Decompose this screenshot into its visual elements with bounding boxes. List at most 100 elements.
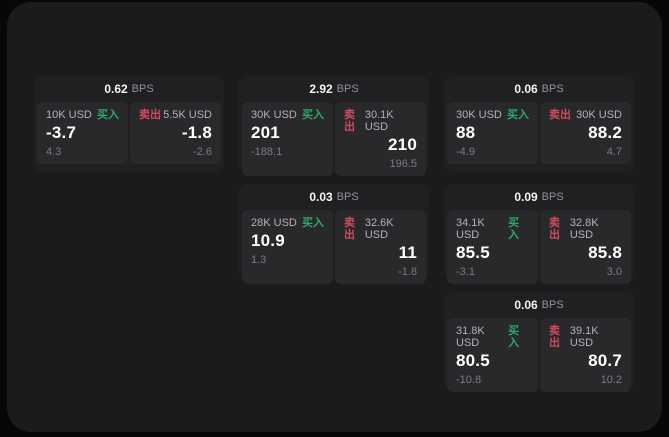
price-card: 0.06 BPS 30K USD 买入 88 -4.9 卖出 30K USD 8… bbox=[444, 76, 634, 172]
card-body: 28K USD 买入 10.9 1.3 卖出 32.6K USD 11 -1.8 bbox=[239, 210, 429, 292]
buy-delta: 1.3 bbox=[251, 254, 267, 266]
buy-delta: 4.3 bbox=[46, 146, 62, 158]
bps-value: 0.03 bbox=[309, 190, 333, 204]
buy-button[interactable]: 买入 bbox=[97, 109, 119, 121]
buy-panel[interactable]: 31.8K USD 买入 80.5 -10.8 bbox=[447, 318, 538, 392]
buy-amount-label: 31.8K USD bbox=[456, 325, 485, 349]
bps-unit-label: BPS bbox=[541, 191, 564, 203]
price-card: 0.03 BPS 28K USD 买入 10.9 1.3 卖出 32.6K US… bbox=[239, 184, 429, 284]
bps-value: 2.92 bbox=[309, 82, 333, 96]
card-body: 30K USD 买入 201 -188.1 卖出 30.1K USD 210 1… bbox=[239, 102, 429, 184]
sell-panel-top: 卖出 5.5K USD bbox=[139, 109, 212, 121]
sell-price: 80.7 bbox=[588, 351, 622, 370]
buy-price: 85.5 bbox=[456, 243, 490, 262]
sell-panel-top: 卖出 30.1K USD bbox=[344, 109, 417, 133]
buy-delta: -188.1 bbox=[251, 146, 283, 158]
buy-button[interactable]: 买入 bbox=[508, 217, 520, 241]
bps-unit-label: BPS bbox=[541, 83, 564, 95]
sell-panel[interactable]: 卖出 32.8K USD 85.8 3.0 bbox=[540, 210, 631, 284]
sell-delta: -2.6 bbox=[193, 146, 212, 158]
sell-delta: -1.8 bbox=[398, 266, 417, 278]
sell-delta: 10.2 bbox=[600, 374, 622, 386]
sell-button[interactable]: 卖出 bbox=[344, 217, 355, 241]
buy-delta: -10.8 bbox=[456, 374, 482, 386]
sell-button[interactable]: 卖出 bbox=[549, 217, 560, 241]
sell-price: 88.2 bbox=[588, 123, 622, 142]
sell-amount-label: 30K USD bbox=[576, 109, 622, 121]
card-body: 34.1K USD 买入 85.5 -3.1 卖出 32.8K USD 85.8… bbox=[444, 210, 634, 292]
sell-panel[interactable]: 卖出 32.6K USD 11 -1.8 bbox=[335, 210, 426, 284]
bps-value: 0.06 bbox=[514, 82, 538, 96]
buy-delta: -3.1 bbox=[456, 266, 475, 278]
buy-delta: -4.9 bbox=[456, 146, 475, 158]
buy-panel-top: 30K USD 买入 bbox=[251, 109, 324, 121]
buy-price: 201 bbox=[251, 123, 280, 142]
trading-window: 0.62 BPS 10K USD 买入 -3.7 4.3 卖出 5.5K USD… bbox=[7, 2, 662, 432]
price-card: 2.92 BPS 30K USD 买入 201 -188.1 卖出 30.1K … bbox=[239, 76, 429, 176]
sell-amount-label: 5.5K USD bbox=[163, 109, 212, 121]
buy-panel-top: 10K USD 买入 bbox=[46, 109, 119, 121]
sell-button[interactable]: 卖出 bbox=[549, 325, 560, 349]
price-card: 0.09 BPS 34.1K USD 买入 85.5 -3.1 卖出 32.8K… bbox=[444, 184, 634, 284]
bps-header: 0.03 BPS bbox=[239, 184, 429, 210]
sell-panel[interactable]: 卖出 30.1K USD 210 196.5 bbox=[335, 102, 426, 176]
buy-panel[interactable]: 30K USD 买入 88 -4.9 bbox=[447, 102, 538, 164]
buy-button[interactable]: 买入 bbox=[508, 325, 520, 349]
card-body: 30K USD 买入 88 -4.9 卖出 30K USD 88.2 4.7 bbox=[444, 102, 634, 172]
buy-amount-label: 30K USD bbox=[456, 109, 502, 121]
bps-header: 0.06 BPS bbox=[444, 292, 634, 318]
buy-panel[interactable]: 34.1K USD 买入 85.5 -3.1 bbox=[447, 210, 538, 284]
bps-value: 0.06 bbox=[514, 298, 538, 312]
buy-panel[interactable]: 28K USD 买入 10.9 1.3 bbox=[242, 210, 333, 284]
buy-price: 10.9 bbox=[251, 231, 285, 250]
buy-button[interactable]: 买入 bbox=[507, 109, 529, 121]
sell-delta: 196.5 bbox=[389, 158, 417, 170]
buy-amount-label: 34.1K USD bbox=[456, 217, 485, 241]
sell-delta: 3.0 bbox=[606, 266, 622, 278]
buy-price: 88 bbox=[456, 123, 476, 142]
card-body: 31.8K USD 买入 80.5 -10.8 卖出 39.1K USD 80.… bbox=[444, 318, 634, 400]
sell-panel[interactable]: 卖出 5.5K USD -1.8 -2.6 bbox=[130, 102, 221, 164]
buy-amount-label: 28K USD bbox=[251, 217, 297, 229]
sell-amount-label: 30.1K USD bbox=[364, 109, 394, 133]
buy-panel-top: 28K USD 买入 bbox=[251, 217, 324, 229]
buy-panel[interactable]: 10K USD 买入 -3.7 4.3 bbox=[37, 102, 128, 164]
bps-header: 0.09 BPS bbox=[444, 184, 634, 210]
sell-price: 11 bbox=[398, 243, 417, 262]
card-body: 10K USD 买入 -3.7 4.3 卖出 5.5K USD -1.8 -2.… bbox=[34, 102, 224, 172]
sell-price: 210 bbox=[388, 135, 417, 154]
sell-amount-label: 32.6K USD bbox=[364, 217, 394, 241]
sell-button[interactable]: 卖出 bbox=[344, 109, 355, 133]
sell-price: 85.8 bbox=[588, 243, 622, 262]
sell-panel-top: 卖出 39.1K USD bbox=[549, 325, 622, 349]
price-card: 0.62 BPS 10K USD 买入 -3.7 4.3 卖出 5.5K USD… bbox=[34, 76, 224, 172]
buy-button[interactable]: 买入 bbox=[302, 217, 324, 229]
sell-amount-label: 32.8K USD bbox=[569, 217, 599, 241]
sell-price: -1.8 bbox=[181, 123, 212, 142]
bps-value: 0.09 bbox=[514, 190, 538, 204]
bps-header: 2.92 BPS bbox=[239, 76, 429, 102]
buy-price: -3.7 bbox=[46, 123, 77, 142]
sell-panel[interactable]: 卖出 39.1K USD 80.7 10.2 bbox=[540, 318, 631, 392]
sell-amount-label: 39.1K USD bbox=[569, 325, 599, 349]
price-card: 0.06 BPS 31.8K USD 买入 80.5 -10.8 卖出 39.1… bbox=[444, 292, 634, 392]
sell-button[interactable]: 卖出 bbox=[549, 109, 571, 121]
sell-button[interactable]: 卖出 bbox=[139, 109, 161, 121]
bps-unit-label: BPS bbox=[336, 83, 359, 95]
buy-panel-top: 31.8K USD 买入 bbox=[456, 325, 529, 349]
sell-panel[interactable]: 卖出 30K USD 88.2 4.7 bbox=[540, 102, 631, 164]
sell-delta: 4.7 bbox=[606, 146, 622, 158]
buy-amount-label: 30K USD bbox=[251, 109, 297, 121]
buy-button[interactable]: 买入 bbox=[302, 109, 324, 121]
sell-panel-top: 卖出 32.6K USD bbox=[344, 217, 417, 241]
bps-value: 0.62 bbox=[104, 82, 128, 96]
sell-panel-top: 卖出 32.8K USD bbox=[549, 217, 622, 241]
bps-header: 0.62 BPS bbox=[34, 76, 224, 102]
buy-panel-top: 30K USD 买入 bbox=[456, 109, 529, 121]
buy-amount-label: 10K USD bbox=[46, 109, 92, 121]
bps-unit-label: BPS bbox=[131, 83, 154, 95]
cards-grid: 0.62 BPS 10K USD 买入 -3.7 4.3 卖出 5.5K USD… bbox=[34, 76, 634, 392]
bps-unit-label: BPS bbox=[336, 191, 359, 203]
buy-panel-top: 34.1K USD 买入 bbox=[456, 217, 529, 241]
buy-panel[interactable]: 30K USD 买入 201 -188.1 bbox=[242, 102, 333, 176]
